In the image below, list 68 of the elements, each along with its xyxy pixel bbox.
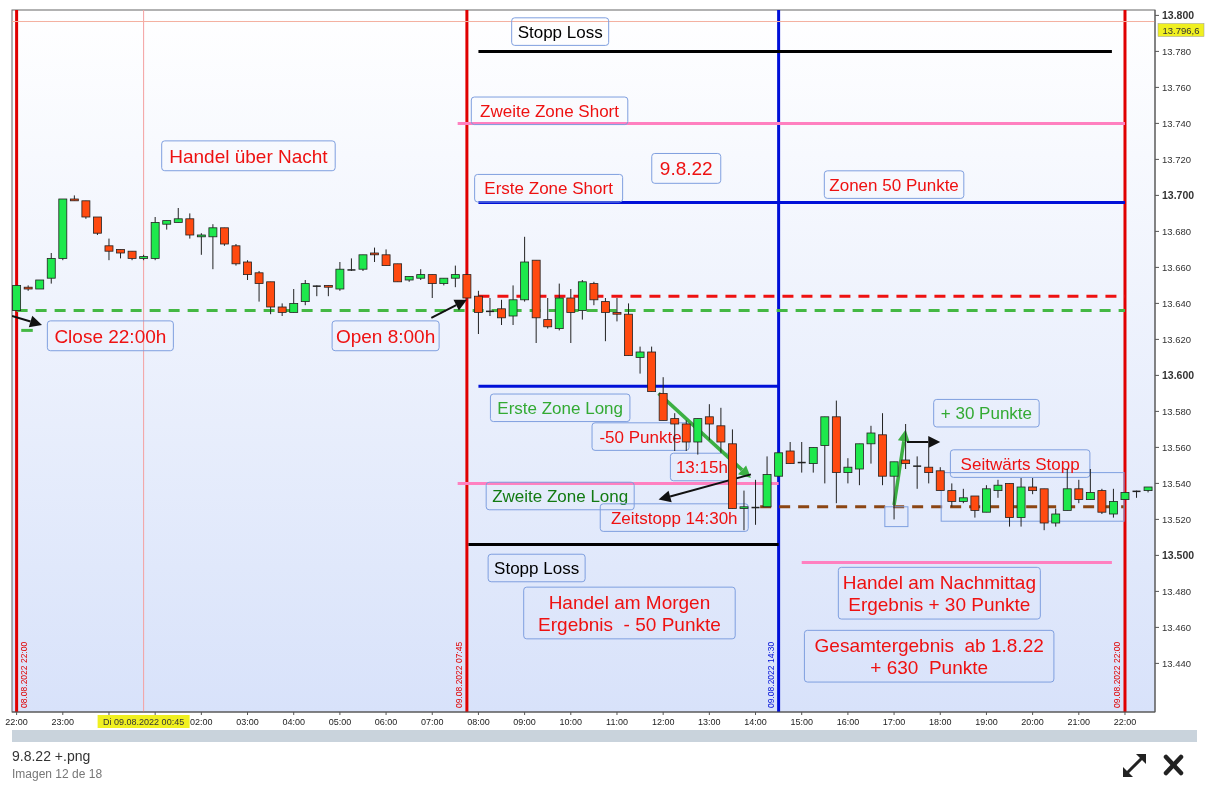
y-tick-label: 13.580 [1162,405,1192,417]
annotation: Handel über Nacht [169,145,329,167]
ref-line-label: 08.08.2022 22:00 [18,641,29,708]
y-tick-label: 13.720 [1162,153,1192,165]
x-tick-label: 16:00 [836,717,860,727]
x-tick-label: 04:00 [282,717,305,727]
x-tick-label: 03:00 [236,717,259,727]
annotation: Handel am Morgen Ergebnis - 50 Punkte [538,591,721,635]
y-tick-label: 13.660 [1162,261,1192,273]
y-tick-label: 13.600 [1162,369,1195,382]
x-tick-label: 05:00 [328,717,352,727]
y-tick-label: 13.700 [1162,189,1195,202]
y-tick-label: 13.800 [1162,9,1195,22]
annotation: Stopp Loss [494,558,580,578]
x-tick-label: 08:00 [467,717,490,727]
annotation: Handel am Nachmittag Ergebnis + 30 Punkte [842,571,1036,615]
annotation: Zonen 50 Punkte [829,175,959,195]
annotation: Zeitstopp 14:30h [610,508,738,528]
y-tick-label: 13.560 [1162,441,1192,453]
x-tick-label: 13:00 [698,717,721,727]
y-tick-label: 13.760 [1162,81,1192,93]
annotation: Gesamtergebnis ab 1.8.22 + 630 Punkte [814,634,1044,678]
y-tick-label: 13.620 [1162,333,1192,345]
x-tick-label: 17:00 [882,717,906,727]
annotation: Open 8:00h [335,325,436,347]
y-tick-label: 13.520 [1162,513,1192,525]
x-tick-label: 06:00 [374,717,398,727]
annotation: Zweite Zone Short [480,101,620,121]
annotation: Erste Zone Short [484,178,614,198]
y-tick-label: 13.540 [1162,477,1192,489]
y-tick-label: 13.740 [1162,117,1192,129]
y-tick-label: 13.780 [1162,45,1192,57]
y-tick-label: 13.680 [1162,225,1192,237]
text: Imagen 12 de 18 [12,767,103,781]
ref-line-label: 09.08.2022 22:00 [1112,641,1123,708]
x-tick-label: 14:00 [744,717,767,727]
ref-line-label: Di 09.08.2022 00:45 [103,717,185,727]
x-tick-label: 18:00 [928,717,952,727]
x-tick-label: 15:00 [790,717,813,727]
annotation: Zweite Zone Long [492,486,629,506]
y-tick-label: 13.500 [1162,549,1195,562]
ref-line-label: 13.796,6 [1162,25,1200,37]
x-tick-label: 22:00 [1113,717,1137,727]
y-tick-label: 13.640 [1162,297,1192,309]
x-tick-label: 10:00 [559,717,583,727]
annotation: Seitwärts Stopp [960,454,1080,474]
x-tick-label: 19:00 [975,717,998,727]
y-tick-label: 13.460 [1162,621,1192,633]
y-tick-label: 13.480 [1162,585,1192,597]
x-tick-label: 12:00 [651,717,675,727]
y-tick-label: 13.440 [1162,657,1192,669]
x-tick-label: 20:00 [1021,717,1044,727]
x-tick-label: 23:00 [51,717,75,727]
ref-line-label: 09.08.2022 14:30 [765,641,776,708]
x-tick-label: 02:00 [190,717,213,727]
annotation: + 30 Punkte [940,403,1033,423]
ref-line-label: 09.08.2022 07:45 [454,641,465,708]
annotation: Erste Zone Long [497,398,624,418]
annotation: 13:15h [675,457,728,477]
x-tick-label: 09:00 [513,717,536,727]
x-tick-label: 22:00 [5,717,28,727]
annotation: Stopp Loss [517,22,603,42]
x-tick-label: 07:00 [420,717,444,727]
x-tick-label: 21:00 [1067,717,1091,727]
annotation: Close 22:00h [54,325,167,347]
x-tick-label: 11:00 [606,717,628,727]
annotation: 9.8.22 [659,157,713,179]
text: 9.8.22 +.png [12,748,91,764]
